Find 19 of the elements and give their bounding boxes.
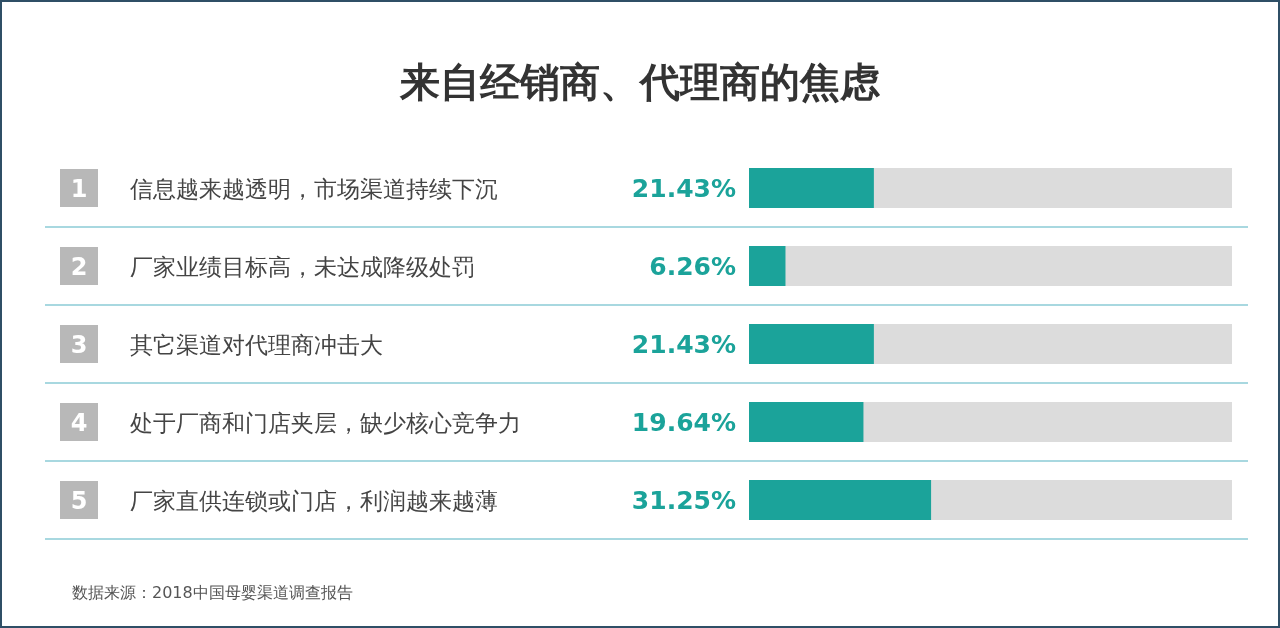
bar [749, 402, 864, 442]
y-tick-label: 厂家业绩目标高，未达成降级处罚 [130, 254, 475, 280]
data-label: 21.43% [631, 174, 736, 203]
y-tick-label: 处于厂商和门店夹层，缺少核心竞争力 [130, 410, 521, 436]
data-label: 19.64% [631, 408, 736, 437]
data-label: 6.26% [649, 252, 736, 281]
data-label: 21.43% [631, 330, 736, 359]
y-tick-label: 厂家直供连锁或门店，利润越来越薄 [130, 488, 498, 514]
chart-title: 来自经销商、代理商的焦虑 [399, 59, 881, 105]
text: 4 [70, 409, 88, 437]
text: 3 [70, 331, 88, 359]
y-tick-label: 其它渠道对代理商冲击大 [130, 332, 383, 358]
data-label: 31.25% [631, 486, 736, 515]
text: 2 [70, 253, 88, 281]
text: 1 [70, 175, 88, 203]
source-note: 数据来源：2018中国母婴渠道调查报告 [72, 583, 353, 602]
bar [749, 246, 786, 286]
y-tick-label: 信息越来越透明，市场渠道持续下沉 [130, 176, 498, 202]
text: 5 [70, 487, 88, 515]
